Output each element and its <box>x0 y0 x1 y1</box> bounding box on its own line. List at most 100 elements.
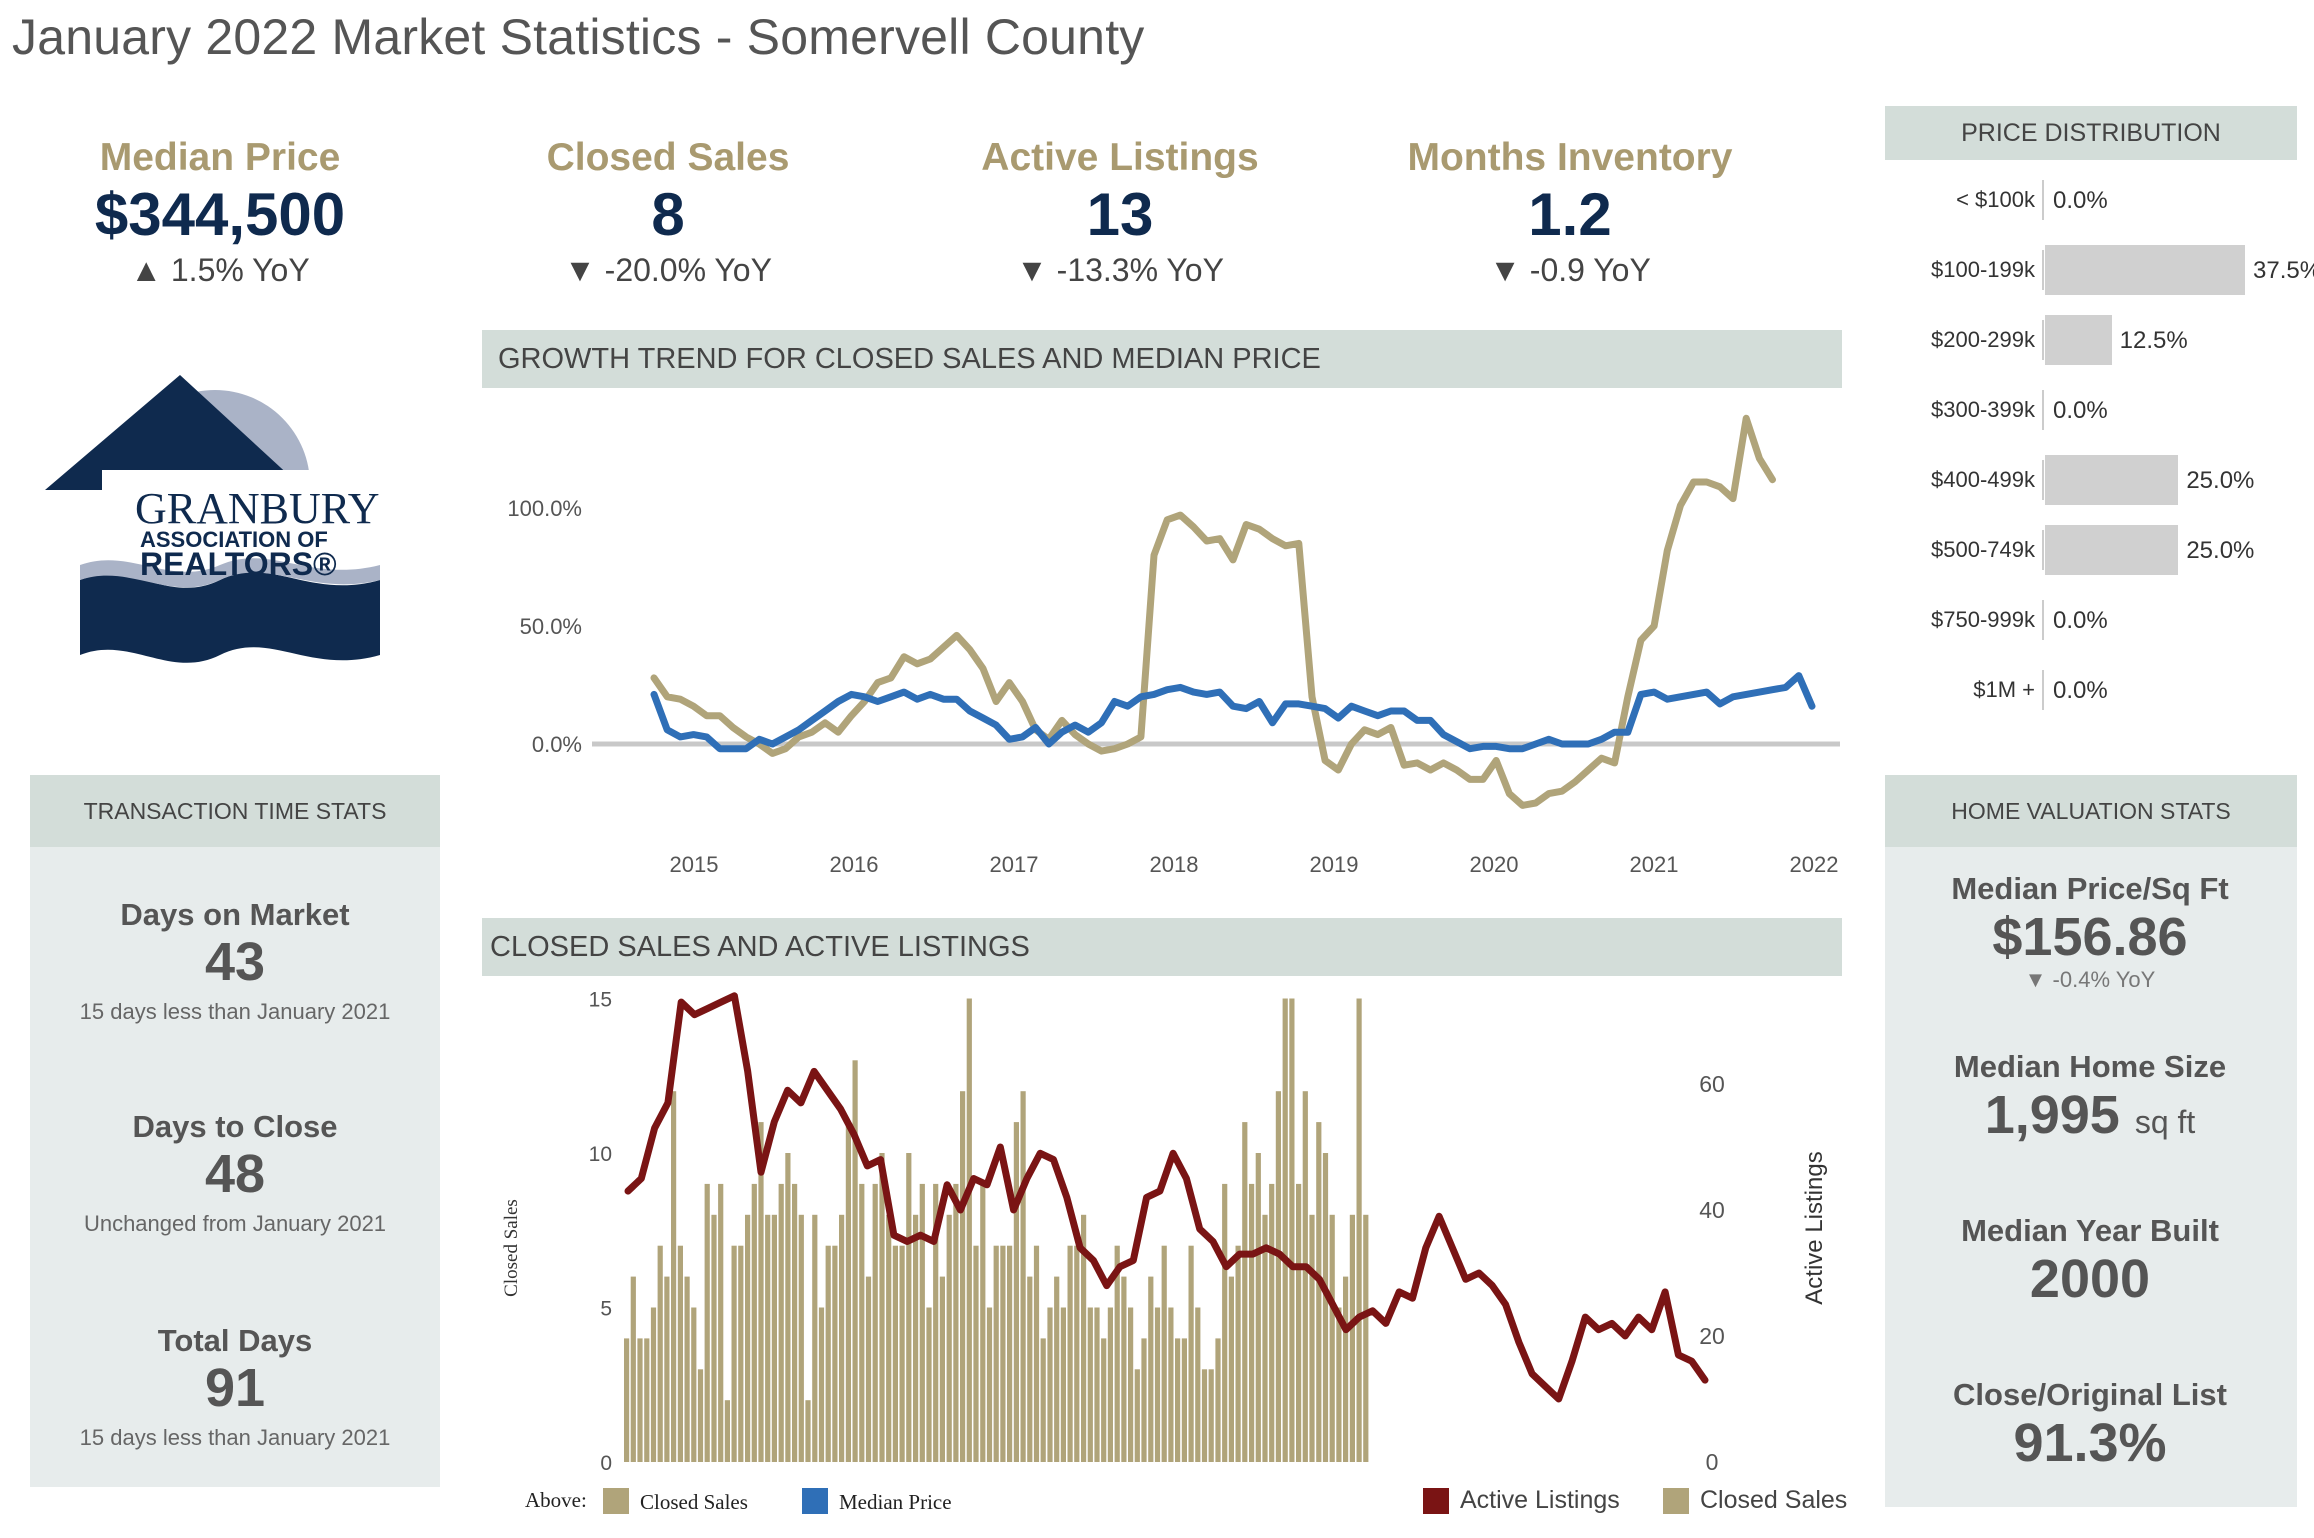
closed-sales-bar <box>630 1276 636 1462</box>
transaction-stats-panel: Days on Market 43 15 days less than Janu… <box>30 847 440 1487</box>
price-axis-line <box>2042 390 2044 430</box>
closed-sales-bar <box>1000 1245 1006 1462</box>
closed-sales-bar <box>1013 1122 1019 1462</box>
closed-sales-bar <box>1168 1307 1174 1462</box>
granbury-logo: GRANBURY ASSOCIATION OF REALTORS® <box>40 375 397 665</box>
closed-sales-bar <box>637 1338 643 1462</box>
legend-closed-sales-2: Closed Sales <box>1700 1486 1848 1514</box>
price-distribution-row: $500-749k 25.0% <box>1885 525 2305 575</box>
closed-sales-bar <box>1242 1122 1248 1462</box>
closed-sales-bar <box>1181 1338 1187 1462</box>
closed-sales-bar <box>845 1122 851 1462</box>
closed-sales-bar <box>1101 1338 1107 1462</box>
closed-sales-bar <box>1296 1183 1302 1462</box>
closed-sales-bar <box>825 1245 831 1462</box>
closed-sales-bar <box>1215 1338 1221 1462</box>
home-valuation-panel: Median Price/Sq Ft $156.86 ▼ -0.4% YoY M… <box>1885 847 2297 1507</box>
logo-line1: GRANBURY <box>135 484 380 533</box>
legend-swatch-active-listings <box>1423 1488 1449 1514</box>
page-title: January 2022 Market Statistics - Somerve… <box>12 9 1145 65</box>
closed-sales-bar <box>1087 1307 1093 1462</box>
closed-sales-bar <box>980 1183 986 1462</box>
stat-value: 43 <box>204 932 266 992</box>
closed-sales-bar <box>1349 1214 1355 1462</box>
price-distribution-row: $750-999k 0.0% <box>1885 595 2305 645</box>
price-axis-line <box>2042 460 2044 500</box>
closed-sales-bar <box>751 1183 757 1462</box>
closed-sales-bar <box>758 1122 764 1462</box>
closed-sales-bar <box>805 1400 811 1462</box>
kpi-value: $344,500 <box>94 181 346 248</box>
kpi-label: Closed Sales <box>546 136 790 179</box>
closed-sales-bar <box>778 1183 784 1462</box>
closed-sales-bar <box>939 1276 945 1462</box>
closed-sales-bar <box>650 1307 657 1462</box>
closed-sales-bar <box>765 1214 771 1462</box>
legend-active-listings: Active Listings <box>1460 1486 1620 1514</box>
sales-chart-title: CLOSED SALES AND ACTIVE LISTINGS <box>490 931 1030 963</box>
price-distribution-pct: 12.5% <box>2119 327 2188 354</box>
kpi-active-listings: Active Listings 13 ▼ -13.3% YoY <box>900 136 1340 289</box>
closed-sales-bar <box>677 1245 683 1462</box>
closed-sales-bar <box>953 1183 959 1462</box>
growth-chart-header: GROWTH TREND FOR CLOSED SALES AND MEDIAN… <box>482 330 1842 388</box>
price-distribution-pct: 0.0% <box>2053 677 2108 704</box>
price-range-label: $400-499k <box>1931 467 2035 492</box>
price-axis-line <box>2042 600 2044 640</box>
transaction-stats-title: TRANSACTION TIME STATS <box>83 798 387 824</box>
hv-label: Median Year Built <box>1961 1213 2219 1248</box>
closed-sales-bar <box>1363 1214 1369 1462</box>
closed-sales-bar <box>724 1400 730 1462</box>
legend-swatch-closed-sales-2 <box>1663 1488 1689 1514</box>
price-distribution-chart: < $100k0.0%$100-199k37.5%$200-299k12.5%$… <box>1885 175 2314 710</box>
hv-label: Median Home Size <box>1953 1049 2227 1084</box>
closed-sales-bar <box>986 1307 993 1462</box>
price-distribution-pct: 25.0% <box>2186 537 2255 564</box>
hv-value: $156.86 <box>1992 907 2188 967</box>
kpi-yoy: ▼ -0.9 YoY <box>1489 252 1651 288</box>
closed-sales-bar <box>832 1245 838 1462</box>
kpi-label: Months Inventory <box>1407 136 1733 179</box>
right-tick-label: 0 <box>1706 1449 1719 1475</box>
closed-sales-bar <box>1060 1307 1066 1462</box>
closed-sales-bar <box>892 1245 898 1462</box>
closed-sales-bar <box>1020 1091 1026 1462</box>
hv-value-row: 1,995 sq ft <box>1885 1085 2295 1152</box>
closed-sales-bar <box>926 1307 932 1462</box>
price-axis-line <box>2042 530 2044 570</box>
closed-sales-bar <box>960 1091 966 1462</box>
closed-sales-bar <box>711 1214 717 1462</box>
closed-sales-bar <box>1255 1153 1261 1462</box>
price-distribution-header: PRICE DISTRIBUTION <box>1885 106 2297 160</box>
closed-sales-bar <box>1141 1338 1147 1462</box>
closed-sales-bar <box>1148 1276 1154 1462</box>
price-distribution-pct: 0.0% <box>2053 607 2108 634</box>
x-tick-label: 2017 <box>990 852 1039 877</box>
closed-sales-bar <box>691 1307 697 1462</box>
hv-label: Median Price/Sq Ft <box>1951 871 2229 906</box>
kpi-yoy: ▲ 1.5% YoY <box>130 252 310 288</box>
hv-home-size: Median Home Size 1,995 sq ft <box>1885 1049 2295 1152</box>
x-tick-label: 2022 <box>1790 852 1839 877</box>
closed-sales-bar <box>839 1214 845 1462</box>
closed-sales-bar <box>1228 1276 1234 1462</box>
stat-total-days: Total Days 91 15 days less than January … <box>30 1323 440 1451</box>
closed-sales-bar <box>664 1276 670 1462</box>
closed-sales-bar <box>1081 1214 1087 1462</box>
closed-sales-bar <box>1175 1338 1181 1462</box>
closed-sales-bar <box>1134 1369 1140 1462</box>
closed-sales-bar <box>1289 998 1295 1462</box>
closed-sales-bar <box>1316 1122 1322 1462</box>
price-range-label: $300-399k <box>1931 397 2035 422</box>
closed-sales-bar <box>933 1183 939 1462</box>
kpi-yoy: ▼ -13.3% YoY <box>1016 252 1224 288</box>
logo-line2: ASSOCIATION OF <box>140 527 328 552</box>
closed-sales-bar <box>1188 1245 1194 1462</box>
stat-label: Days to Close <box>132 1109 338 1144</box>
right-tick-label: 40 <box>1699 1197 1725 1223</box>
stat-sub: Unchanged from January 2021 <box>83 1211 387 1236</box>
closed-sales-bar <box>1282 998 1288 1462</box>
closed-sales-bar <box>879 1153 885 1462</box>
logo-graphic: GRANBURY ASSOCIATION OF REALTORS® <box>45 375 397 663</box>
x-tick-label: 2018 <box>1150 852 1199 877</box>
